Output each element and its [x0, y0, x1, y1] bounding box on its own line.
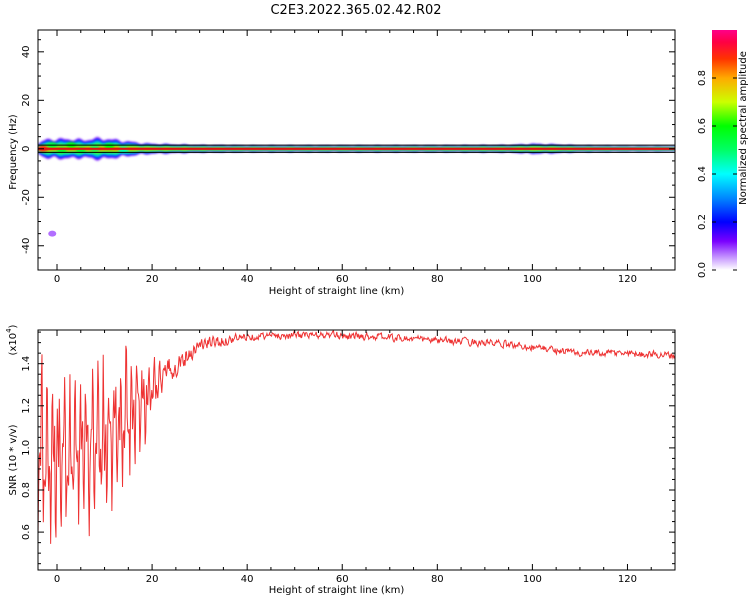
colorbar: 0.0 0.2 0.4 0.6 0.8 Normalized spectral ampl…: [697, 30, 749, 278]
colorbar-label: Normalized spectral amplitude: [738, 51, 749, 205]
y-tick-label: 0: [21, 146, 32, 152]
y-tick-label: 0.8: [21, 482, 32, 498]
x-tick-label: 40: [241, 574, 254, 585]
x-tick-label: 0: [54, 274, 60, 285]
x-tick-label: 80: [431, 274, 444, 285]
x-tick-label: 60: [336, 574, 349, 585]
x-tick-label: 60: [336, 274, 349, 285]
x-tick-label: 80: [431, 574, 444, 585]
snr-axis-ticks: 0 20 40 60 80 100 120 0.6 0.8 1.0 1.2 1.4: [21, 330, 676, 585]
snr-y-axis-label: SNR (10 * v/v): [8, 424, 19, 495]
x-tick-label: 20: [146, 274, 159, 285]
y-tick-label: 1.0: [21, 440, 32, 456]
spectrogram-panel: 0 20 40 60 80 100 120 -40 -20 0 20 40 Height of str…: [8, 29, 676, 297]
colorbar-tick-label: 0.4: [697, 166, 708, 182]
colorbar-tick-label: 0.8: [697, 70, 708, 86]
y-tick-label: 20: [21, 94, 32, 107]
snr-y-multiplier: (x104): [5, 324, 19, 355]
spectrogram-heatmap: [38, 136, 675, 237]
y-tick-label: 0.6: [21, 524, 32, 540]
x-tick-label: 40: [241, 274, 254, 285]
colorbar-gradient: [712, 30, 737, 270]
x-tick-label: 100: [523, 574, 542, 585]
spectrogram-axis-ticks: 0 20 40 60 80 100 120 -40 -20 0 20 40: [21, 30, 676, 285]
colorbar-tick-label: 0.6: [697, 118, 708, 134]
snr-x-axis-label: Height of straight line (km): [269, 585, 405, 596]
spectrogram-frame: [37, 29, 676, 271]
y-tick-label: -20: [21, 189, 32, 205]
snr-y-multiplier-base: (x10: [8, 333, 19, 356]
colorbar-tick-label: 0.2: [697, 214, 708, 230]
spectrogram-faint-patch: [48, 230, 57, 237]
y-tick-label: 1.4: [21, 356, 32, 372]
y-tick-label: 40: [21, 45, 32, 58]
spectrogram-marks: [38, 144, 675, 153]
colorbar-tick-label: 0.0: [697, 262, 708, 278]
spectrogram-x-axis-label: Height of straight line (km): [269, 286, 405, 297]
y-tick-label: 1.2: [21, 398, 32, 414]
spectrogram-y-axis-label: Frequency (Hz): [8, 114, 19, 190]
snr-y-multiplier-close: ): [8, 324, 19, 328]
x-tick-label: 120: [618, 274, 637, 285]
x-tick-label: 120: [618, 574, 637, 585]
snr-line: [38, 330, 675, 544]
snr-panel: 0 20 40 60 80 100 120 0.6 0.8 1.0 1.2 1.4 Height of…: [5, 324, 676, 596]
figure-title: C2E3.2022.365.02.42.R02: [270, 3, 441, 18]
x-tick-label: 100: [523, 274, 542, 285]
x-tick-label: 20: [146, 574, 159, 585]
colorbar-ticks: 0.0 0.2 0.4 0.6 0.8: [697, 70, 737, 278]
y-tick-label: -40: [21, 238, 32, 254]
snr-y-multiplier-exp: 4: [5, 328, 13, 333]
snr-series: [38, 330, 675, 544]
snr-frame: [37, 329, 676, 571]
x-tick-label: 0: [54, 574, 60, 585]
